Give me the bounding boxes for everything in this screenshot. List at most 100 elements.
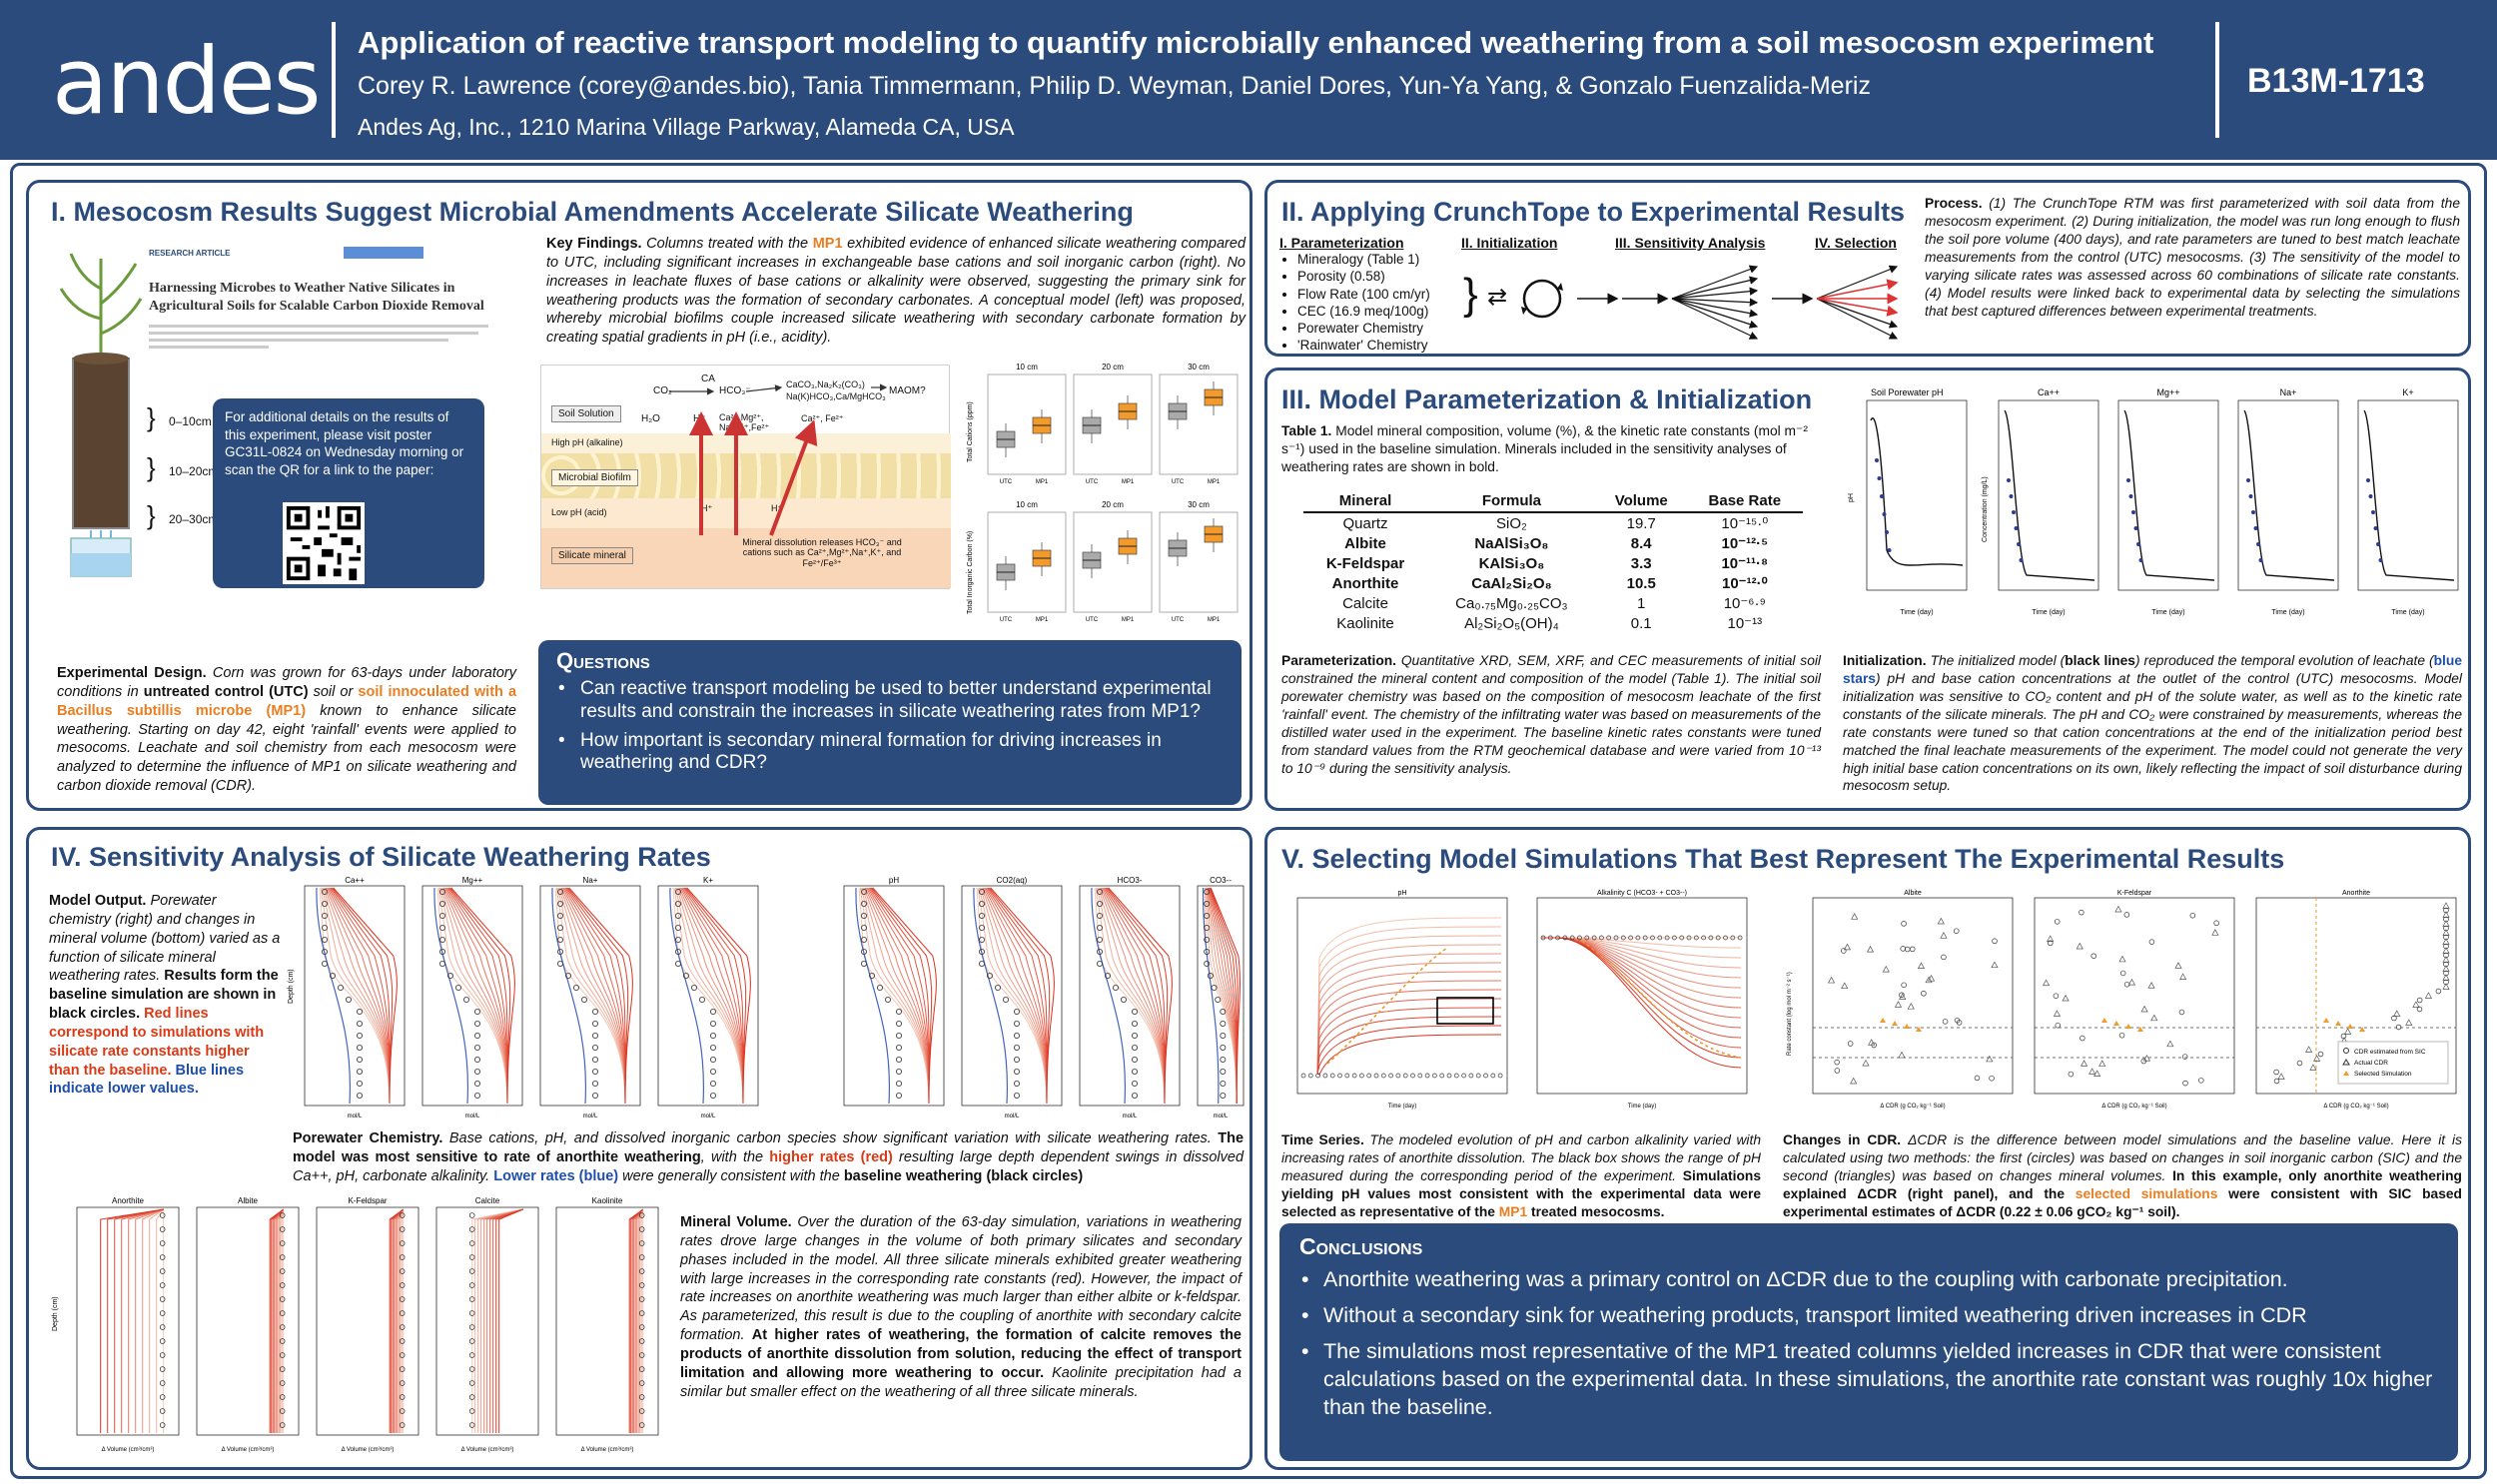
simulation-line bbox=[1210, 887, 1241, 1105]
init-plot-title: K+ bbox=[2402, 387, 2413, 397]
baseline-circle bbox=[1014, 1032, 1021, 1039]
porewater-unit: mol/L bbox=[701, 1113, 716, 1119]
table-caption: Table 1. Model mineral composition, volu… bbox=[1281, 423, 1808, 474]
baseline-circle bbox=[468, 1422, 475, 1428]
baseline-circle bbox=[159, 1282, 166, 1288]
leachate-star bbox=[1882, 512, 1887, 516]
baseline-circle bbox=[1650, 935, 1655, 941]
baseline-circle bbox=[556, 937, 563, 944]
baseline-circle bbox=[638, 1366, 645, 1372]
baseline-circle bbox=[556, 888, 563, 895]
baseline-circle bbox=[564, 973, 571, 980]
workflow-diagram bbox=[1521, 265, 1899, 340]
header-divider bbox=[332, 22, 336, 138]
cdr-triangle bbox=[2442, 965, 2450, 972]
sic-circle bbox=[2123, 912, 2130, 918]
baseline-circle bbox=[1679, 935, 1685, 941]
baseline-circle bbox=[709, 1092, 716, 1099]
baseline-circle bbox=[159, 1380, 166, 1386]
leachate-star bbox=[2378, 558, 2383, 562]
cdr-triangle bbox=[2442, 911, 2450, 918]
leachate-star bbox=[2019, 558, 2024, 562]
baseline-circle bbox=[987, 973, 994, 980]
baseline-circle bbox=[979, 900, 986, 907]
conceptual-model-diagram: Soil Solution High pH (alkaline) Microbi… bbox=[540, 365, 951, 589]
baseline-circle bbox=[591, 1068, 598, 1075]
paper-heading: Harnessing Microbes to Weather Native Si… bbox=[149, 281, 484, 314]
baseline-circle bbox=[1132, 1068, 1139, 1075]
baseline-circle bbox=[468, 1338, 475, 1344]
box-panel-title: 30 cm bbox=[1188, 363, 1210, 371]
sic-circle bbox=[1989, 1075, 1995, 1082]
baseline-circle bbox=[357, 1092, 364, 1099]
baseline-circle bbox=[159, 1268, 166, 1274]
leachate-star bbox=[2246, 478, 2250, 482]
sic-circle bbox=[2189, 912, 2196, 919]
cdr-triangle bbox=[2442, 938, 2450, 945]
leachate-star bbox=[2373, 526, 2378, 530]
baseline-circle bbox=[473, 1008, 480, 1015]
parameterization-list: Mineralogy (Table 1)Porosity (0.58)Flow … bbox=[1297, 251, 1430, 354]
baseline-circle bbox=[1132, 1020, 1139, 1027]
parameterization-text: Parameterization. Quantitative XRD, SEM,… bbox=[1281, 653, 1821, 776]
cdr-triangle bbox=[2166, 1040, 2174, 1048]
cdr-triangle bbox=[1940, 932, 1948, 939]
baseline-circle bbox=[1132, 1008, 1139, 1015]
baseline-circle bbox=[896, 1056, 903, 1063]
sic-circle bbox=[2443, 943, 2449, 950]
section-3: III. Model Parameterization & Initializa… bbox=[1264, 368, 2471, 811]
section-2-title: II. Applying CrunchTope to Experimental … bbox=[1281, 197, 1906, 227]
simulation-line bbox=[1316, 935, 1502, 1075]
baseline-circle bbox=[674, 888, 681, 895]
baseline-circle bbox=[1497, 1073, 1503, 1079]
baseline-circle bbox=[1211, 985, 1218, 992]
cdr-triangle bbox=[2081, 1060, 2088, 1067]
leachate-star bbox=[2256, 542, 2260, 546]
baseline-circle bbox=[690, 985, 697, 992]
baseline-circle bbox=[399, 1254, 406, 1260]
cdr-legend bbox=[2337, 1041, 2449, 1085]
cdr-legend-label: CDR estimated from SIC bbox=[2354, 1049, 2426, 1056]
low-rate-line bbox=[1091, 887, 1127, 1105]
cdr-triangle bbox=[1917, 962, 1926, 969]
init-xlabel: Time (day) bbox=[1900, 609, 1933, 616]
selected-simulation-marker bbox=[2335, 1021, 2341, 1026]
baseline-circle bbox=[638, 1282, 645, 1288]
sic-circle bbox=[1954, 1017, 1961, 1024]
paper-snippet: RESEARCH ARTICLE Harnessing Microbes to … bbox=[149, 247, 528, 398]
leachate-star bbox=[2138, 558, 2143, 562]
baseline-circle bbox=[357, 1056, 364, 1063]
box-panel bbox=[1159, 373, 1239, 475]
baseline-circle bbox=[399, 1212, 406, 1218]
baseline-circle bbox=[1410, 1073, 1415, 1079]
sic-circle bbox=[2443, 916, 2449, 923]
baseline-circle bbox=[1686, 935, 1692, 941]
baseline-circle bbox=[473, 1020, 480, 1027]
baseline-circle bbox=[468, 1380, 475, 1386]
baseline-circle bbox=[1475, 1073, 1481, 1079]
simulation-line bbox=[1316, 926, 1502, 1075]
cdr-triangle bbox=[2147, 982, 2155, 989]
baseline-circle bbox=[709, 1044, 716, 1051]
baseline-circle bbox=[591, 1044, 598, 1051]
baseline-circle bbox=[638, 1212, 645, 1218]
cdr-triangle bbox=[2047, 935, 2055, 942]
baseline-circle bbox=[979, 888, 986, 895]
selected-simulation-line bbox=[1576, 937, 1742, 1059]
cdr-triangle bbox=[1925, 976, 1933, 984]
sic-circle bbox=[2296, 1060, 2303, 1067]
baseline-circle bbox=[399, 1268, 406, 1274]
simulation-line bbox=[156, 1208, 165, 1433]
questions-title: Questions bbox=[556, 648, 650, 673]
parameterization-heading: I. Parameterization bbox=[1279, 235, 1404, 251]
sic-circle bbox=[2123, 981, 2130, 988]
baseline-circle bbox=[1132, 1080, 1139, 1087]
sic-circle bbox=[2416, 997, 2423, 1004]
qr-code[interactable] bbox=[283, 502, 365, 584]
baseline-circle bbox=[1132, 1044, 1139, 1051]
baseline-circle bbox=[1204, 949, 1211, 956]
cdr-xlabel: Δ CDR (g CO₂ kg⁻¹ Soil) bbox=[2101, 1104, 2166, 1110]
mineral-volume-plots: Anorthite Δ Volume (cm³/cm³) Albite Δ Volum… bbox=[43, 1191, 672, 1463]
baseline-circle bbox=[979, 925, 986, 932]
cdr-triangle bbox=[2305, 1046, 2313, 1053]
